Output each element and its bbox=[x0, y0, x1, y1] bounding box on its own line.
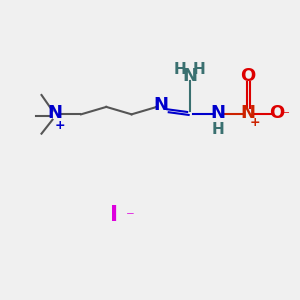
Text: N: N bbox=[154, 96, 169, 114]
Text: O: O bbox=[240, 67, 255, 85]
Text: ⁻: ⁻ bbox=[126, 208, 135, 226]
Text: H: H bbox=[212, 122, 224, 137]
Text: I: I bbox=[110, 206, 118, 225]
Text: H: H bbox=[174, 62, 186, 77]
Text: ⁻: ⁻ bbox=[282, 108, 290, 123]
Text: N: N bbox=[182, 67, 197, 85]
Text: +: + bbox=[250, 116, 260, 129]
Text: N: N bbox=[240, 104, 255, 122]
Text: N: N bbox=[47, 104, 62, 122]
Text: +: + bbox=[55, 119, 66, 132]
Text: H: H bbox=[193, 62, 206, 77]
Text: O: O bbox=[270, 104, 285, 122]
Text: N: N bbox=[210, 104, 225, 122]
